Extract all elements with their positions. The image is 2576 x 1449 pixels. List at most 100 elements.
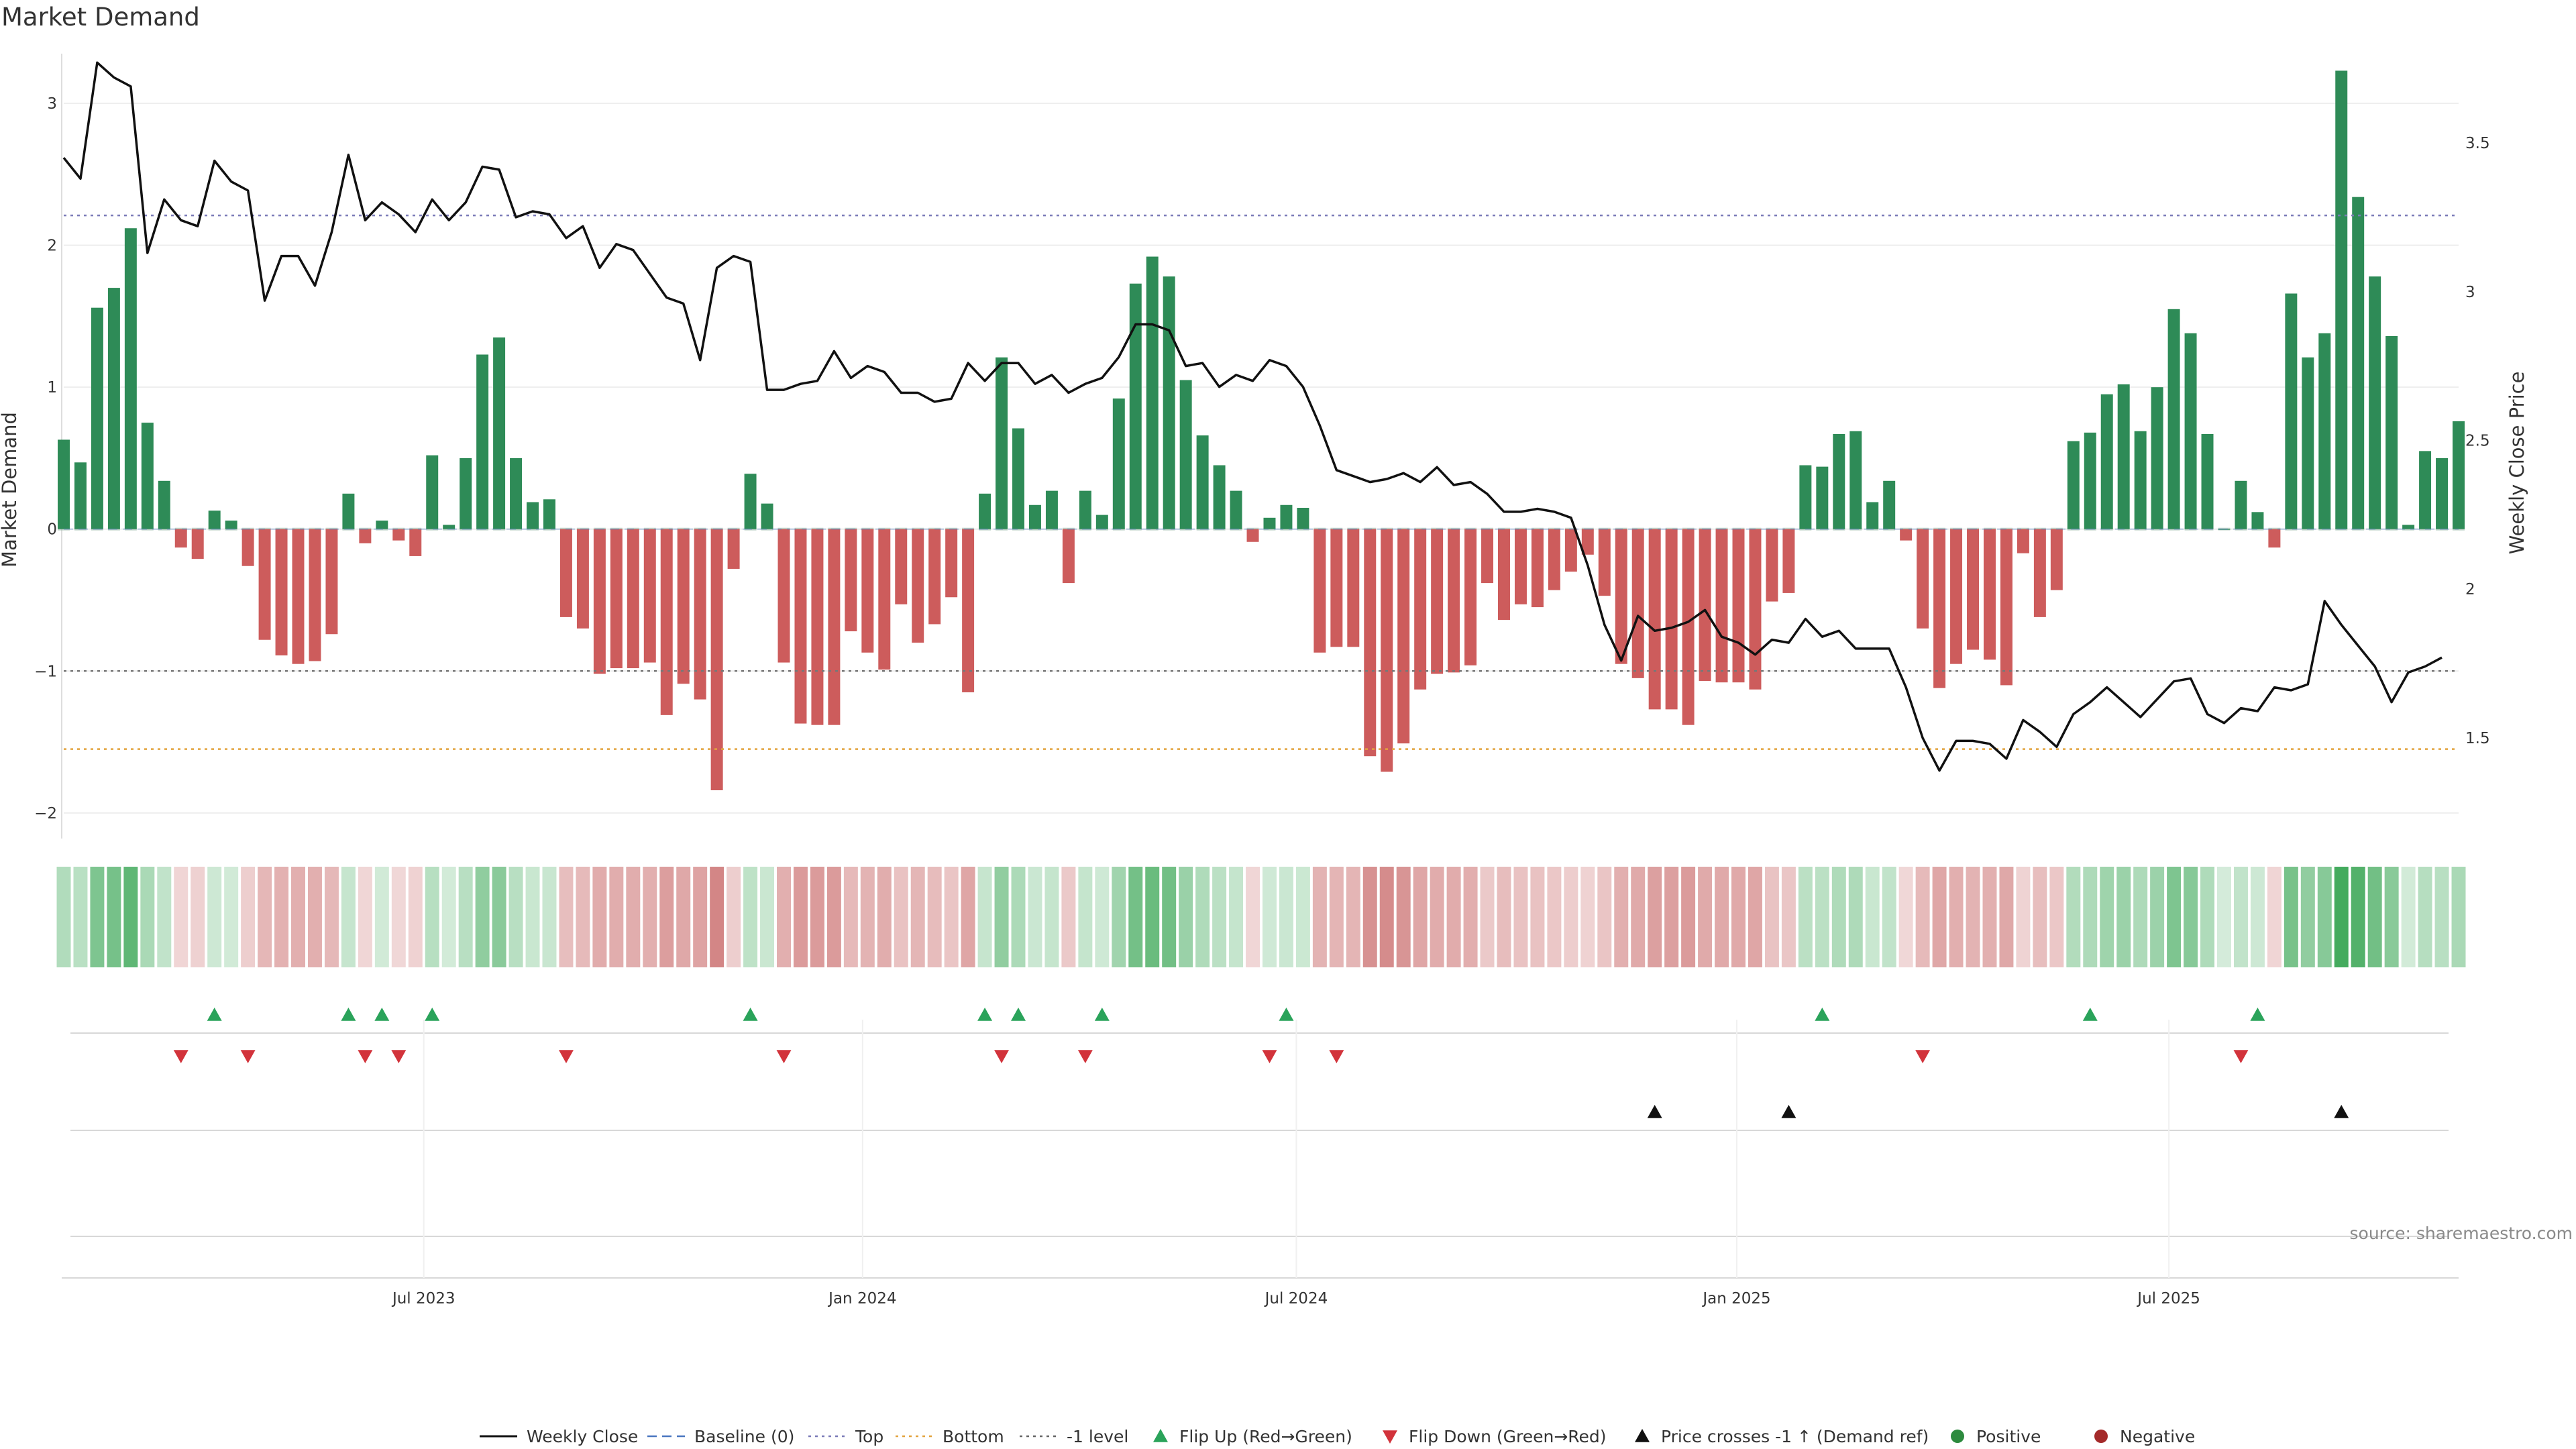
heat-cell <box>1831 867 1846 967</box>
demand-bar <box>2235 480 2247 529</box>
demand-bar <box>945 529 958 598</box>
zero-band-segment <box>2436 527 2449 531</box>
flip-up-marker <box>1815 1008 1830 1021</box>
heat-cell <box>157 867 172 967</box>
heat-cell <box>90 867 105 967</box>
heat-cell <box>1044 867 1059 967</box>
demand-bar <box>426 455 439 529</box>
heat-cell <box>793 867 808 967</box>
zero-band-segment <box>996 527 1008 531</box>
heat-cell <box>1229 867 1244 967</box>
demand-bar <box>1699 529 1711 682</box>
heat-cell <box>525 867 540 967</box>
y-tick-label: −2 <box>34 805 57 822</box>
heat-cell <box>1648 867 1662 967</box>
demand-bar <box>928 529 941 625</box>
zero-band-segment <box>1095 527 1108 531</box>
demand-bar <box>1129 283 1142 529</box>
heat-cell <box>760 867 775 967</box>
heat-cell <box>2066 867 2081 967</box>
demand-bar <box>593 529 606 674</box>
y2-tick-label: 2.5 <box>2465 433 2490 450</box>
heat-cell <box>441 867 456 967</box>
y-tick-label: 2 <box>47 237 57 255</box>
demand-bar <box>124 228 137 529</box>
heat-cell <box>2300 867 2315 967</box>
demand-bar <box>2335 70 2348 529</box>
heat-cell <box>1915 867 1930 967</box>
demand-bar <box>493 337 506 529</box>
flip-up-marker <box>1279 1008 1294 1021</box>
demand-bar <box>443 525 455 529</box>
flip-up-marker <box>977 1008 993 1021</box>
zero-band-segment <box>460 527 472 531</box>
heat-cell <box>1279 867 1293 967</box>
heat-cell <box>374 867 389 967</box>
legend-label: -1 level <box>1067 1427 1128 1446</box>
zero-band-segment <box>91 527 103 531</box>
heat-cell <box>977 867 992 967</box>
heat-cell <box>910 867 925 967</box>
demand-bar <box>2419 451 2432 529</box>
heat-cell <box>2233 867 2248 967</box>
zero-band-segment <box>2369 527 2381 531</box>
demand-bar <box>1397 529 1410 744</box>
demand-bar <box>710 529 723 790</box>
heat-cell <box>1379 867 1394 967</box>
heat-cell <box>2401 867 2416 967</box>
zero-band-segment <box>2201 527 2214 531</box>
demand-bar <box>309 529 321 661</box>
heat-cell <box>777 867 791 967</box>
heat-cell <box>207 867 222 967</box>
demand-bar <box>2184 333 2197 529</box>
heat-cell <box>1580 867 1595 967</box>
heat-cell <box>341 867 356 967</box>
demand-bar <box>2100 394 2113 529</box>
demand-bar <box>1414 529 1427 690</box>
demand-bar <box>1564 529 1577 572</box>
demand-bar <box>376 521 388 529</box>
heat-cell <box>408 867 423 967</box>
heat-cell <box>2133 867 2148 967</box>
demand-bar <box>1514 529 1527 604</box>
demand-bar <box>627 529 639 669</box>
demand-bar <box>1213 465 1226 529</box>
heat-cell <box>1262 867 1277 967</box>
heat-cell <box>475 867 490 967</box>
y2-axis-label: Weekly Close Price <box>2506 372 2528 555</box>
heat-cell <box>1513 867 1528 967</box>
demand-bar <box>2385 336 2398 529</box>
demand-bar <box>1900 529 1913 541</box>
flip-up-marker <box>1011 1008 1026 1021</box>
demand-bar <box>1833 433 1845 529</box>
demand-bar <box>878 529 891 670</box>
demand-bar <box>91 307 103 529</box>
heat-cell <box>1295 867 1310 967</box>
flip-down-marker <box>1262 1050 1277 1063</box>
heat-cell <box>2384 867 2399 967</box>
heat-cell <box>676 867 691 967</box>
flip-up-marker <box>743 1008 758 1021</box>
price-cross-marker <box>1781 1105 1796 1118</box>
heat-cell <box>1078 867 1093 967</box>
demand-bar <box>1849 431 1862 529</box>
demand-bar <box>2067 441 2080 529</box>
heat-cell <box>1614 867 1629 967</box>
legend-item: Flip Down (Green→Red) <box>1383 1427 1607 1446</box>
demand-bar <box>861 529 874 653</box>
y-axis-label: Market Demand <box>0 412 21 568</box>
demand-bar <box>1732 529 1745 683</box>
demand-bar <box>1799 465 1812 529</box>
heat-cell <box>1497 867 1511 967</box>
demand-bar <box>1246 529 1259 542</box>
demand-bar <box>1917 529 1929 629</box>
legend-item: Positive <box>1951 1427 2041 1446</box>
demand-bar <box>74 462 87 529</box>
heat-cell <box>291 867 305 967</box>
heat-cell <box>1128 867 1143 967</box>
heat-cell <box>391 867 406 967</box>
legend-item: Baseline (0) <box>647 1427 794 1446</box>
reference-lines <box>64 214 2459 750</box>
y-tick-label: 3 <box>47 95 57 113</box>
heat-cell <box>542 867 557 967</box>
